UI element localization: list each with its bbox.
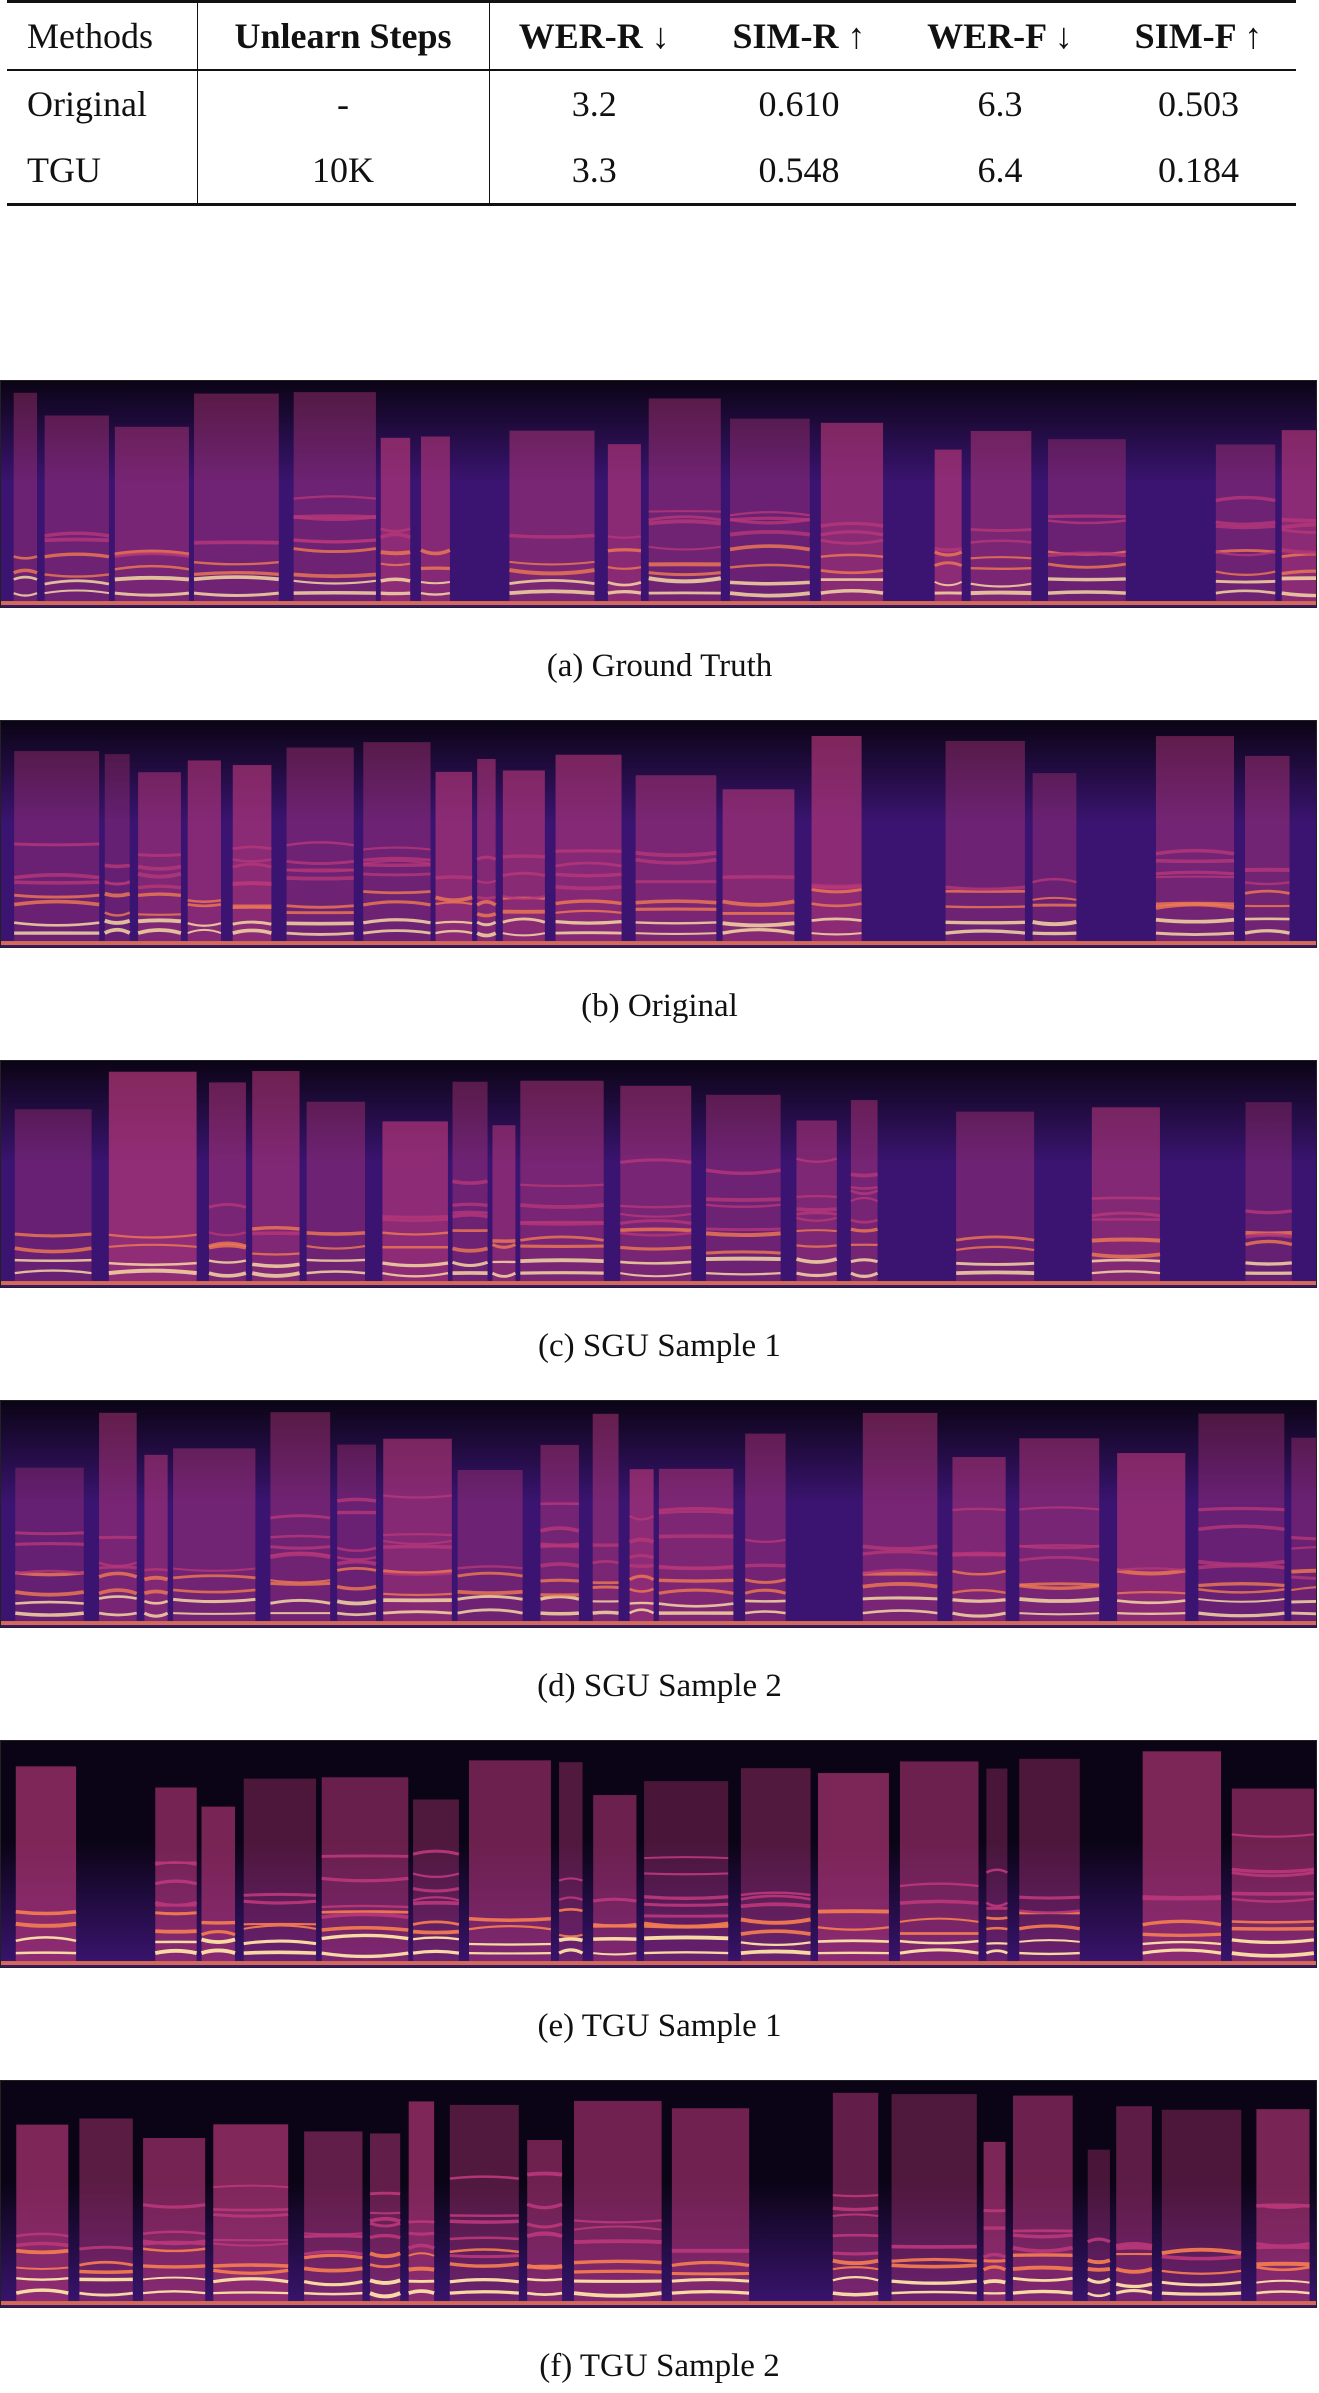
- figure-caption: (f) TGU Sample 2: [539, 2348, 780, 2384]
- spectrogram-texture: [1, 1741, 1316, 1967]
- cell-wer-r: 3.3: [571, 150, 617, 190]
- cell-sim-f: 0.184: [1158, 150, 1239, 190]
- header-sim-f: SIM-F ↑: [1134, 16, 1263, 56]
- cell-sim-r: 0.610: [758, 84, 840, 124]
- spectrogram-texture: [1, 381, 1316, 607]
- table-row: Original - 3.2 0.610 6.3 0.503: [7, 70, 1296, 137]
- figure-caption: (c) SGU Sample 1: [538, 1328, 781, 1364]
- cell-unlearn-steps: 10K: [197, 137, 490, 205]
- cell-wer-f: 6.3: [977, 84, 1023, 124]
- header-sim-r: SIM-R ↑: [732, 16, 866, 56]
- spectrogram-texture: [1, 1401, 1316, 1627]
- cell-sim-r: 0.548: [758, 150, 840, 190]
- cell-unlearn-steps: -: [197, 70, 490, 137]
- cell-method: TGU: [7, 137, 198, 205]
- spectrogram-texture: [1, 721, 1316, 947]
- spectrogram-texture: [1, 2081, 1316, 2307]
- header-methods: Methods: [7, 1, 198, 70]
- figure-caption: (e) TGU Sample 1: [537, 2008, 782, 2044]
- spectrogram-image: [0, 1400, 1317, 1628]
- header-unlearn-steps: Unlearn Steps: [197, 1, 490, 70]
- header-wer-f: WER-F ↓: [927, 16, 1073, 56]
- spectrogram-image: [0, 1060, 1317, 1288]
- cell-sim-f: 0.503: [1158, 84, 1239, 124]
- figure-caption: (a) Ground Truth: [546, 648, 773, 684]
- spectrogram-image: [0, 1740, 1317, 1968]
- spectrogram-image: [0, 720, 1317, 948]
- table-row: TGU 10K 3.3 0.548 6.4 0.184: [7, 137, 1296, 205]
- results-table-container: Methods Unlearn Steps WER-R ↓ SIM-R ↑ WE…: [7, 0, 1296, 205]
- results-table: Methods Unlearn Steps WER-R ↓ SIM-R ↑ WE…: [7, 0, 1296, 206]
- spectrogram-texture: [1, 1061, 1316, 1287]
- cell-wer-r: 3.2: [571, 84, 617, 124]
- spectrogram-image: [0, 380, 1317, 608]
- figure-caption: (b) Original: [581, 988, 738, 1024]
- table-header-row: Methods Unlearn Steps WER-R ↓ SIM-R ↑ WE…: [7, 1, 1296, 70]
- cell-method: Original: [7, 70, 198, 137]
- cell-wer-f: 6.4: [977, 150, 1023, 190]
- spectrogram-image: [0, 2080, 1317, 2308]
- header-wer-r: WER-R ↓: [518, 16, 670, 56]
- figure-caption: (d) SGU Sample 2: [537, 1668, 782, 1704]
